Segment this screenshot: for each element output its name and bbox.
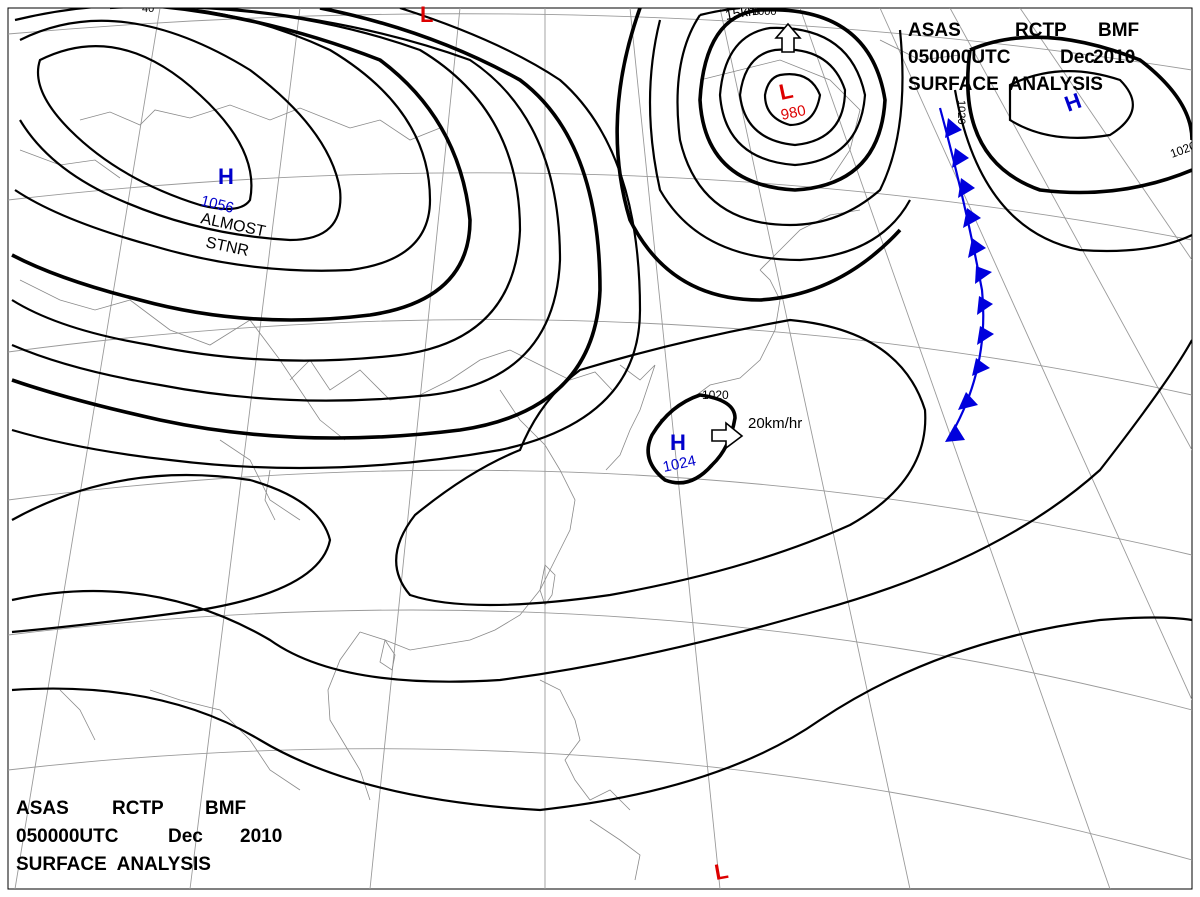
cold-front [938,107,994,442]
isobars [11,8,1192,812]
header-bottom-left: ASAS RCTP BMF 050000UTC Dec 2010 SURFACE… [16,798,282,875]
pressure-centers: H 1056 L 980 H 1024 H L L [199,2,1085,885]
corner-isobar-label: 40 [142,3,154,15]
high-center-1024-value: 1024 [661,452,697,476]
graticule [8,8,1192,889]
header-bottom-code-3: BMF [205,798,246,819]
low-center-980-value: 980 [779,102,807,124]
header-top-code-3: BMF [1098,20,1139,41]
header-top-month: Dec [1060,47,1095,68]
high-center-1024: H 1024 [661,430,697,476]
header-bottom-title: SURFACE ANALYSIS [16,854,211,875]
movement-arrows [711,22,802,450]
header-bottom-code-1: ASAS [16,798,69,819]
high-center-1056-letter: H [218,164,234,189]
low-center-980: L 980 [777,78,807,124]
header-top-code-1: ASAS [908,20,961,41]
low-center-bottom: L [713,858,731,885]
header-bottom-month: Dec [168,826,203,847]
header-top-year: 2010 [1093,47,1135,68]
map-frame [7,7,1193,890]
header-bottom-time: 050000UTC [16,826,119,847]
isobar-label-1020-center: 1020 [702,388,729,402]
header-bottom-code-2: RCTP [112,798,164,819]
header-top-code-2: RCTP [1015,20,1067,41]
high-speed-label: 20km/hr [748,415,802,432]
header-bottom-year: 2010 [240,826,282,847]
header-top-title: SURFACE ANALYSIS [908,74,1103,95]
high-movement-arrow-icon [711,421,744,450]
header-top-right: ASAS RCTP BMF 050000UTC Dec 2010 SURFACE… [908,20,1139,95]
isobar-label-1000: 1000 [752,6,776,18]
low-movement-arrow-icon [774,22,802,53]
header-top-time: 050000UTC [908,47,1011,68]
high-center-1024-letter: H [670,430,686,455]
low-center-980-letter: L [777,78,795,105]
isobar-label-1020-front: 1020 [955,100,967,124]
low-center-top-edge: L [420,2,433,27]
